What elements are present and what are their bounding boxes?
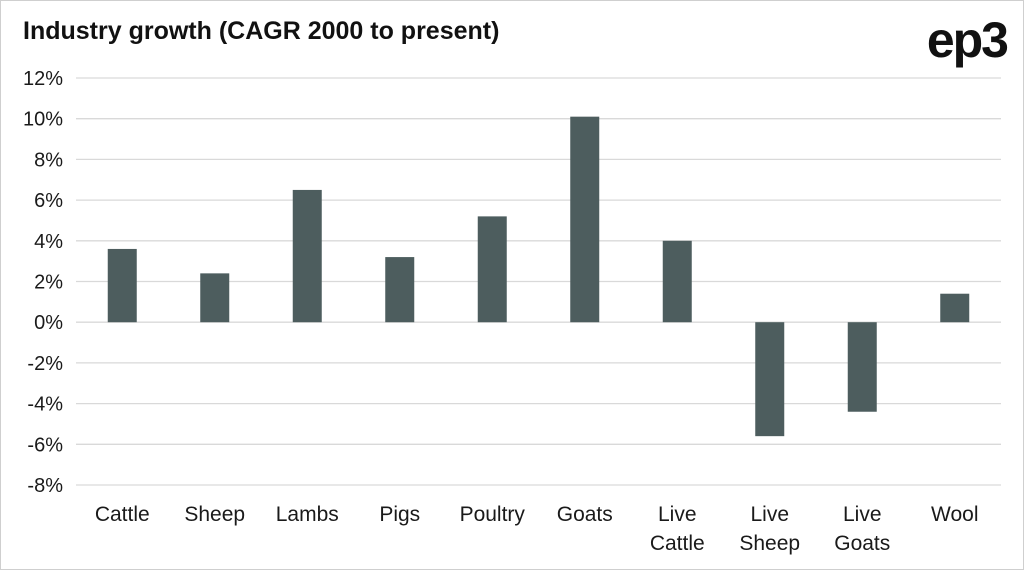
bar bbox=[847, 322, 877, 412]
x-category-label: Cattle bbox=[650, 532, 705, 555]
bar bbox=[385, 257, 415, 323]
y-tick-label: -2% bbox=[27, 353, 63, 375]
x-category-label: Pigs bbox=[379, 503, 420, 526]
y-tick-label: 4% bbox=[34, 231, 63, 253]
bar bbox=[107, 248, 137, 323]
brand-logo: ep3 bbox=[926, 12, 1009, 68]
x-category-label: Poultry bbox=[460, 503, 526, 526]
x-category-label: Cattle bbox=[95, 503, 150, 526]
bar bbox=[570, 116, 600, 323]
x-category-label: Goats bbox=[557, 503, 613, 526]
x-category-label: Live bbox=[658, 503, 697, 526]
x-category-label: Live bbox=[843, 503, 882, 526]
bar bbox=[940, 293, 970, 323]
y-tick-label: 10% bbox=[23, 109, 63, 131]
y-tick-label: 0% bbox=[34, 312, 63, 334]
y-tick-label: 8% bbox=[34, 149, 63, 171]
y-tick-label: -6% bbox=[27, 434, 63, 456]
y-tick-label: -4% bbox=[27, 394, 63, 416]
y-tick-label: 12% bbox=[23, 68, 63, 90]
bar bbox=[200, 273, 230, 323]
chart-title: Industry growth (CAGR 2000 to present) bbox=[23, 17, 500, 45]
y-tick-label: 2% bbox=[34, 272, 63, 294]
bar bbox=[755, 322, 785, 437]
x-category-label: Wool bbox=[931, 503, 978, 526]
x-category-label: Lambs bbox=[276, 503, 339, 526]
x-category-label: Live bbox=[750, 503, 789, 526]
bar bbox=[292, 189, 322, 323]
bar bbox=[662, 240, 692, 323]
y-tick-label: -8% bbox=[27, 475, 63, 497]
x-category-label: Sheep bbox=[739, 532, 800, 555]
y-tick-label: 6% bbox=[34, 190, 63, 212]
x-category-label: Goats bbox=[834, 532, 890, 555]
x-category-label: Sheep bbox=[184, 503, 245, 526]
bar bbox=[477, 216, 507, 323]
